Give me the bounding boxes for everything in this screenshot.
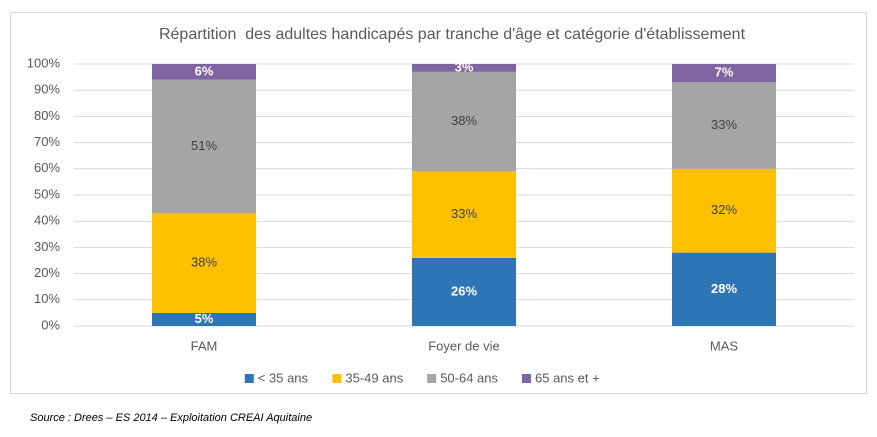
bar-segment [412,64,516,72]
x-tick-label: FAM [191,338,218,353]
y-tick-label: 30% [34,239,60,254]
data-label: 6% [195,63,214,78]
y-tick-label: 20% [34,265,60,280]
chart-title: Répartition des adultes handicapés par t… [159,26,746,43]
bar-segment [152,79,256,214]
bar-segment [672,168,776,253]
source-note: Source : Drees – ES 2014 – Exploitation … [30,412,312,424]
bar-segment [152,64,256,80]
data-label: 28% [711,281,737,296]
data-label: 33% [451,206,477,221]
x-tick-label: Foyer de vie [428,338,500,353]
y-tick-label: 60% [34,160,60,175]
data-label: 32% [711,202,737,217]
bar-segment [672,82,776,169]
y-tick-label: 100% [27,55,61,70]
data-label: 38% [451,113,477,128]
legend-label: 50-64 ans [440,370,498,385]
legend-label: 35-49 ans [345,370,403,385]
y-tick-label: 80% [34,108,60,123]
data-label: 33% [711,117,737,132]
legend-swatch [427,374,437,383]
data-label: 38% [191,255,217,270]
bar-segment [152,312,256,326]
bar-segment [412,257,516,326]
legend-swatch [332,374,342,383]
legend-label: 65 ans et + [535,370,600,385]
bar-segment [412,171,516,258]
data-label: 7% [715,65,734,80]
legend-swatch [522,374,531,383]
data-label: 5% [195,311,214,326]
bar-segment [672,64,776,83]
legend-swatch [244,374,254,383]
data-label: 3% [455,59,474,74]
y-tick-label: 50% [34,186,60,201]
bar-segment [412,71,516,172]
y-tick-label: 0% [41,317,60,332]
bar-segment [672,252,776,326]
data-label: 26% [451,283,477,298]
legend-label: < 35 ans [258,370,309,385]
y-tick-label: 40% [34,213,60,228]
y-tick-label: 90% [34,82,60,97]
x-tick-label: MAS [710,338,739,353]
bar-segment [152,213,256,313]
y-tick-label: 10% [34,291,60,306]
y-tick-label: 70% [34,134,60,149]
data-label: 51% [191,138,217,153]
